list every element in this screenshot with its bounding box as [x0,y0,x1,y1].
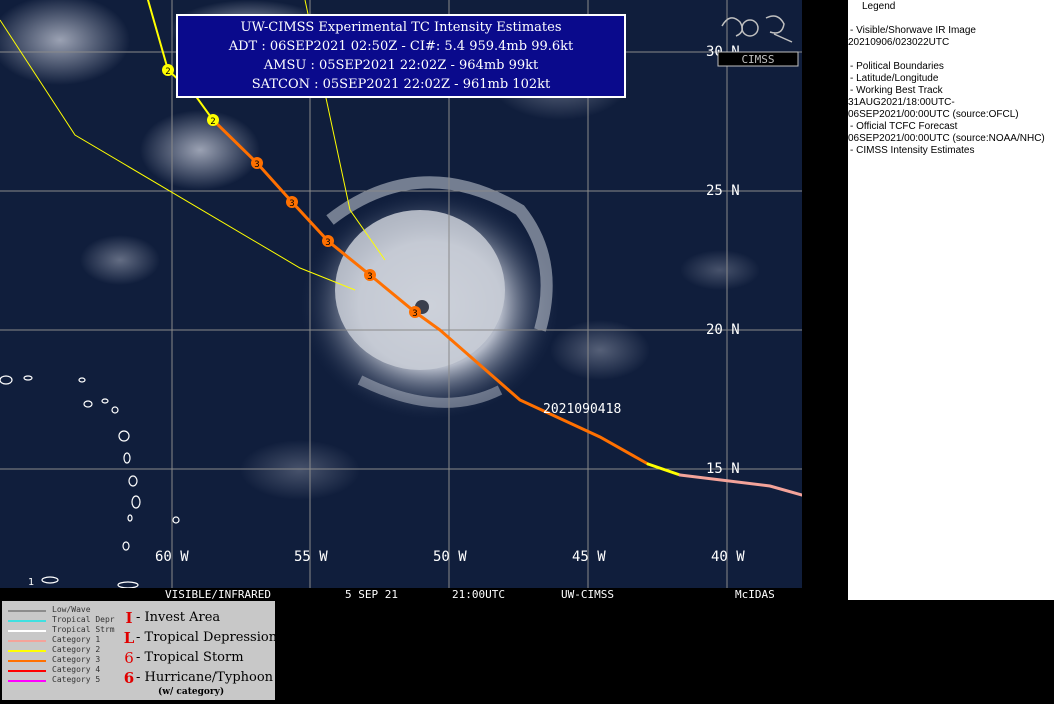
legend-line: 06SEP2021/00:00UTC (source:OFCL) [848,109,1019,120]
legend-line: - Latitude/Longitude [850,73,939,84]
map-canvas: 2 2 3 3 3 3 3 30 N 25 N 20 N 15 N 60 W 5… [0,0,802,590]
track-marker: 3 [364,269,376,282]
lon-label-45: 45 W [572,549,606,565]
logo-text: CIMSS [741,53,774,66]
symbol-row: 6- Hurricane/Typhoon [120,669,276,689]
category-row: Category 1 [2,635,122,645]
product-label: VISIBLE/INFRARED [165,588,271,601]
category-swatch [8,680,46,682]
amsu-estimate: AMSU : 05SEP2021 22:02Z - 964mb 99kt [263,58,539,73]
category-swatch [8,620,46,622]
invest-area-icon: I [125,609,133,627]
symbol-row: I- Invest Area [120,609,276,629]
hurricane-icon: 6 [123,669,135,687]
track-marker: 2 [162,64,174,77]
lat-label-15: 15 N [706,461,740,477]
time-label: 21:00UTC [452,588,505,601]
category-row: Tropical Depr [2,615,122,625]
symbol-row: 6- Tropical Storm [120,649,276,669]
legend-line: - CIMSS Intensity Estimates [850,145,975,156]
image-status-bar: VISIBLE/INFRARED 5 SEP 21 21:00UTC UW-CI… [0,588,802,602]
legend-panel: Legend - Visible/Shorwave IR Image 20210… [848,0,1054,600]
category-note: (w/ category) [158,687,225,697]
satcon-estimate: SATCON : 05SEP2021 22:02Z - 961mb 102kt [251,77,551,92]
category-swatch [8,660,46,662]
legend-line: 20210906/023022UTC [848,37,950,48]
category-legend: Low/Wave Tropical Depr Tropical Strm Cat… [2,601,277,700]
satellite-map: 2 2 3 3 3 3 3 30 N 25 N 20 N 15 N 60 W 5… [0,0,802,590]
info-box-title: UW-CIMSS Experimental TC Intensity Estim… [240,20,562,35]
category-row: Category 4 [2,665,122,675]
legend-line: 06SEP2021/00:00UTC (source:NOAA/NHC) [848,133,1045,144]
track-marker: 3 [251,157,263,170]
category-swatch [8,650,46,652]
legend-line: - Working Best Track [850,85,943,96]
track-marker: 3 [409,306,421,319]
svg-text:2: 2 [165,67,170,77]
svg-text:3: 3 [254,160,259,170]
svg-text:3: 3 [289,199,294,209]
caribbean-islands [0,375,180,589]
track-marker: 2 [207,114,219,127]
category-swatch [8,630,46,632]
category-row: Tropical Strm [2,625,122,635]
lon-label-55: 55 W [294,549,328,565]
legend-line: - Official TCFC Forecast [850,121,958,132]
symbol-row: L- Tropical Depression [120,629,277,649]
category-swatch [8,640,46,642]
adt-estimate: ADT : 06SEP2021 02:50Z - CI#: 5.4 959.4m… [228,39,574,54]
lon-label-40: 40 W [711,549,745,565]
svg-text:2: 2 [210,117,215,127]
category-row: Category 5 [2,675,122,685]
hurricane-cloud-mass [300,176,560,420]
track-timestamp: 2021090418 [543,402,621,417]
intensity-estimates-box: UW-CIMSS Experimental TC Intensity Estim… [176,14,626,98]
svg-text:3: 3 [412,309,417,319]
svg-text:3: 3 [367,272,372,282]
lon-label-50: 50 W [433,549,467,565]
category-row: Category 2 [2,645,122,655]
category-row: Low/Wave [2,605,122,615]
cimss-logo: CIMSS [716,8,800,70]
lat-lon-grid [0,0,802,590]
legend-line: - Political Boundaries [850,61,944,72]
date-label: 5 SEP 21 [345,588,398,601]
category-row: Category 3 [2,655,122,665]
lat-label-20: 20 N [706,322,740,338]
track-marker: 3 [286,196,298,209]
lat-label-25: 25 N [706,183,740,199]
corner-label: 1 [28,577,34,588]
category-swatch [8,610,46,612]
tropical-storm-icon: 6 [124,649,134,667]
tropical-depression-icon: L [123,629,135,647]
legend-line: 31AUG2021/18:00UTC- [848,97,955,108]
legend-title: Legend [862,1,896,12]
track-marker: 3 [322,235,334,248]
category-swatch [8,670,46,672]
svg-text:3: 3 [325,238,330,248]
lon-label-60: 60 W [155,549,189,565]
agency-label: UW-CIMSS [561,588,614,601]
legend-line: - Visible/Shorwave IR Image [850,25,976,36]
software-label: McIDAS [735,588,775,601]
track-markers: 2 2 3 3 3 3 3 [162,64,421,319]
